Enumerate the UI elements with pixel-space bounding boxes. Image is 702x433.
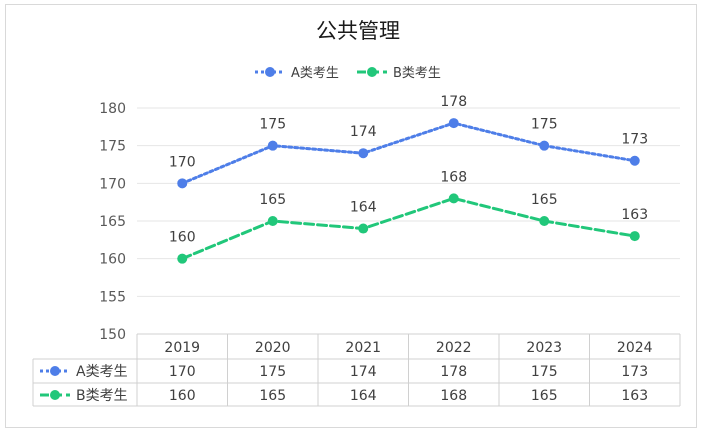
legend: A类考生 B类考生 — [255, 66, 441, 81]
x-tick-label: 2019 — [164, 340, 200, 356]
gridlines — [137, 107, 680, 335]
table-cell: 173 — [621, 364, 648, 380]
data-point — [539, 216, 550, 226]
legend-marker — [367, 67, 377, 77]
series-line — [180, 121, 637, 185]
data-point — [629, 155, 640, 166]
data-point — [629, 231, 640, 242]
table-cell: 164 — [350, 388, 377, 404]
table-cell: 160 — [169, 388, 196, 404]
data-label: 164 — [350, 200, 377, 216]
data-label: 165 — [531, 192, 558, 208]
x-tick-label: 2024 — [617, 340, 653, 356]
table-legend-marker — [50, 390, 60, 400]
legend-marker — [265, 67, 275, 77]
table-cell: 175 — [531, 364, 558, 380]
y-tick-label: 160 — [99, 252, 126, 268]
data-point — [539, 140, 550, 151]
table-cell: 168 — [440, 388, 467, 404]
y-tick-label: 155 — [99, 289, 126, 305]
x-tick-label: 2022 — [436, 340, 472, 356]
data-label: 178 — [440, 94, 467, 110]
table-legend-marker — [50, 366, 60, 376]
table-cell: 163 — [621, 388, 648, 404]
y-tick-label: 180 — [99, 101, 126, 117]
y-tick-label: 170 — [99, 176, 126, 192]
data-label: 175 — [531, 117, 558, 133]
y-tick-label: 175 — [99, 139, 126, 155]
data-point — [358, 223, 369, 234]
data-point — [358, 148, 369, 159]
data-label: 160 — [169, 230, 196, 246]
chart-frame — [5, 4, 697, 428]
chart-title: 公共管理 — [316, 19, 400, 43]
table-cell: 170 — [169, 364, 196, 380]
data-point — [448, 193, 459, 204]
table-cell: 165 — [259, 388, 286, 404]
data-point — [448, 118, 459, 129]
data-label: 168 — [440, 169, 467, 185]
table-cell: 178 — [440, 364, 467, 380]
data-label: 165 — [259, 192, 286, 208]
series-group: 170 175 174 178 175 173 160 165 164 168 165 163 — [169, 94, 648, 264]
x-tick-label: 2020 — [255, 340, 291, 356]
data-label: 173 — [621, 132, 648, 148]
series-line — [180, 196, 637, 261]
y-axis: 150 155 160 165 170 175 180 — [99, 101, 126, 343]
y-tick-label: 150 — [99, 327, 126, 343]
table-series-name: B类考生 — [76, 388, 128, 404]
legend-label: A类考生 — [291, 66, 339, 81]
data-label: 170 — [169, 154, 196, 170]
x-tick-label: 2023 — [526, 340, 562, 356]
data-label: 174 — [350, 124, 377, 140]
y-tick-label: 165 — [99, 214, 126, 230]
table-cell: 174 — [350, 364, 377, 380]
table-cell: 175 — [259, 364, 286, 380]
data-point — [177, 253, 188, 264]
legend-label: B类考生 — [393, 66, 441, 81]
table-series-name: A类考生 — [76, 364, 128, 380]
data-table: 2019 2020 2021 2022 2023 2024 A类考生 170 175 174 178… — [32, 333, 681, 407]
data-label: 175 — [259, 117, 286, 133]
data-point — [267, 140, 278, 151]
x-tick-label: 2021 — [345, 340, 381, 356]
data-label: 163 — [621, 207, 648, 223]
data-point — [267, 216, 278, 226]
table-cell: 165 — [531, 388, 558, 404]
data-point — [177, 178, 188, 189]
